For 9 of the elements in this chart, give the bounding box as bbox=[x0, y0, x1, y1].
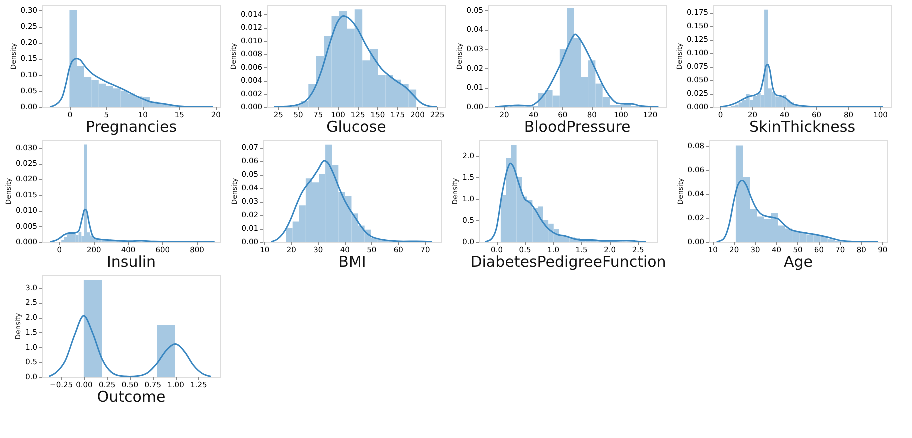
x-axis-title: Glucose bbox=[326, 118, 386, 136]
x-axis-title: Insulin bbox=[106, 253, 156, 271]
x-axis-title: Pregnancies bbox=[86, 118, 178, 136]
x-axis-title: DiabetesPedigreeFunction bbox=[470, 253, 666, 271]
x-axis-title: SkinThickness bbox=[749, 118, 856, 136]
x-axis-title: BloodPressure bbox=[524, 118, 631, 136]
x-axis-title: BMI bbox=[338, 253, 366, 271]
x-axis-title: Outcome bbox=[97, 388, 166, 406]
x-axis-title: Age bbox=[784, 253, 814, 271]
